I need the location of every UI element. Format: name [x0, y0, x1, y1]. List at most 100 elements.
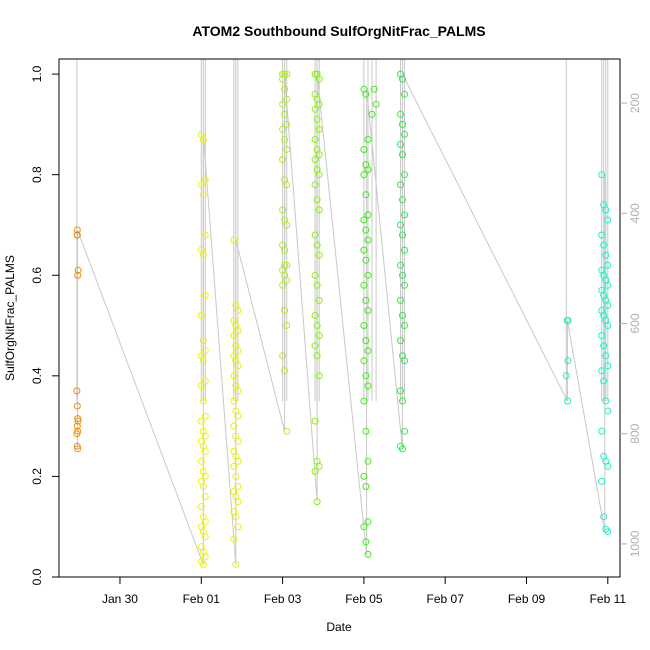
data-point: [562, 372, 570, 380]
data-point: [201, 231, 209, 239]
data-point: [234, 498, 242, 506]
data-point: [399, 120, 406, 128]
data-point: [230, 397, 238, 405]
data-point: [315, 251, 323, 259]
data-point: [283, 120, 291, 128]
plot-area: [73, 59, 612, 568]
data-point: [315, 206, 323, 214]
data-point: [73, 226, 81, 234]
data-point: [401, 171, 408, 179]
data-point: [364, 136, 372, 143]
data-point: [232, 472, 240, 480]
data-point: [399, 397, 406, 405]
data-point: [74, 415, 82, 423]
data-point: [199, 560, 207, 568]
series-group: [397, 70, 408, 453]
data-point: [281, 110, 289, 118]
data-point: [360, 146, 368, 153]
data-point: [564, 317, 572, 324]
x-tick-label: Jan 30: [102, 592, 138, 606]
data-point: [201, 472, 209, 480]
data-point: [604, 301, 612, 309]
data-point: [279, 281, 287, 289]
series-group: [279, 70, 291, 435]
data-point: [364, 518, 372, 526]
data-point: [401, 246, 408, 254]
data-point: [199, 483, 207, 490]
data-point: [315, 151, 323, 159]
data-point: [283, 146, 291, 153]
data-point: [364, 211, 372, 219]
series-group: [360, 85, 380, 558]
data-point: [602, 206, 610, 214]
data-point: [360, 322, 368, 329]
data-point: [279, 125, 287, 133]
data-point: [364, 166, 372, 174]
data-point: [315, 75, 323, 83]
data-point: [311, 467, 319, 475]
data-point: [360, 171, 368, 179]
data-point: [362, 427, 370, 435]
altitude-trace: [77, 73, 606, 565]
data-point: [598, 231, 606, 239]
x-axis: Jan 30 Feb 01 Feb 03 Feb 05 Feb 07 Feb 09 Feb …: [102, 577, 626, 606]
data-point: [197, 457, 205, 465]
series-group: [230, 236, 242, 568]
data-point: [362, 191, 370, 199]
x-tick-label: Feb 07: [427, 592, 465, 606]
series-group: [311, 70, 323, 506]
right-tick-label: 600: [628, 313, 642, 333]
data-point: [315, 296, 323, 304]
data-point: [281, 85, 289, 93]
data-point: [604, 281, 612, 289]
data-point: [283, 70, 291, 78]
right-tick-label: 800: [628, 423, 642, 443]
x-tick-label: Feb 09: [508, 592, 546, 606]
data-point: [362, 90, 370, 98]
data-point: [283, 427, 291, 435]
chart-title: ATOM2 Southbound SulfOrgNitFrac_PALMS: [192, 23, 485, 39]
data-point: [199, 251, 207, 259]
data-point: [397, 296, 404, 304]
data-point: [602, 397, 610, 405]
data-point: [234, 457, 242, 465]
data-point: [397, 261, 404, 269]
data-point: [362, 296, 370, 304]
data-point: [604, 528, 612, 536]
plot-frame: [58, 58, 621, 578]
series-group: [598, 171, 612, 536]
data-point: [230, 462, 238, 470]
data-point: [364, 271, 372, 279]
data-point: [281, 261, 289, 269]
data-point: [604, 362, 612, 370]
data-point: [201, 493, 209, 500]
data-point: [74, 417, 82, 425]
x-tick-label: Feb 01: [183, 592, 221, 606]
data-point: [74, 271, 82, 279]
data-point: [279, 156, 287, 164]
data-point: [362, 372, 370, 380]
y-tick-label: 0.4: [30, 367, 44, 384]
data-point: [399, 151, 406, 159]
data-point: [311, 136, 319, 143]
data-point: [74, 266, 82, 274]
data-point: [313, 352, 321, 360]
data-point: [362, 256, 370, 264]
data-point: [598, 367, 606, 375]
data-point: [600, 513, 608, 521]
data-point: [600, 342, 608, 350]
data-point: [604, 322, 612, 329]
data-point: [234, 387, 242, 395]
data-point: [199, 357, 207, 365]
data-point: [364, 550, 372, 558]
data-point: [313, 281, 321, 289]
data-point: [399, 445, 406, 453]
data-point: [360, 281, 368, 289]
data-point: [234, 327, 242, 335]
data-point: [313, 115, 321, 123]
data-point: [279, 70, 287, 78]
data-point: [73, 442, 81, 450]
data-point: [281, 367, 289, 375]
y-tick-label: 0.6: [30, 267, 44, 284]
series-group: [197, 130, 209, 568]
